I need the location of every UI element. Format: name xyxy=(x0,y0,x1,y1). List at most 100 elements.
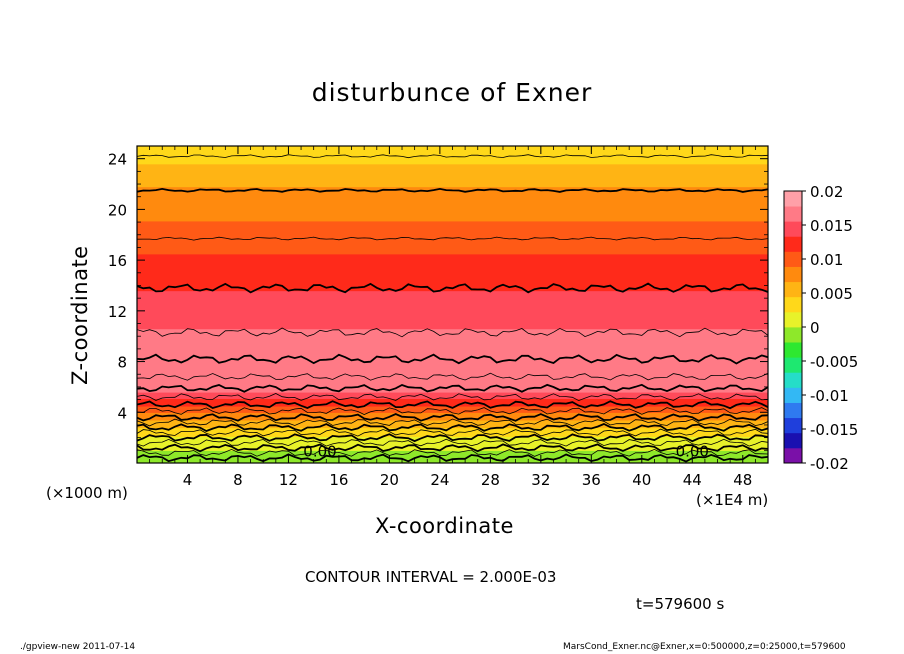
field-band xyxy=(137,456,768,459)
field-band xyxy=(137,418,768,421)
field-band xyxy=(137,296,768,299)
field-band xyxy=(137,398,768,401)
field-band xyxy=(137,167,768,170)
contour-line xyxy=(137,327,768,338)
field-band xyxy=(137,337,768,340)
field-band xyxy=(137,166,768,169)
field-band xyxy=(137,365,768,368)
field-band xyxy=(137,305,768,308)
field-band xyxy=(137,400,768,403)
field-band xyxy=(137,223,768,226)
colorbar: 0.02 0.015 0.01 0.005 0 -0.005 -0.01 -0.015 -0.0… xyxy=(783,183,858,473)
colorbar-swatch xyxy=(784,191,802,207)
field-band xyxy=(137,437,768,440)
field-band xyxy=(137,224,768,227)
x-tick-label: 32 xyxy=(531,471,550,489)
field-band xyxy=(137,319,768,322)
field-band xyxy=(137,261,768,264)
field-band xyxy=(137,356,768,359)
field-band xyxy=(137,215,768,218)
field-band xyxy=(137,197,768,200)
field-band xyxy=(137,177,768,180)
field-band xyxy=(137,220,768,223)
field-band xyxy=(137,452,768,455)
field-band xyxy=(137,293,768,295)
field-band xyxy=(137,157,768,160)
contour-interval-label: CONTOUR INTERVAL = 2.000E-03 xyxy=(305,568,557,586)
field-band xyxy=(137,360,768,363)
field-band xyxy=(137,432,768,435)
field-band xyxy=(137,291,768,294)
contour-line xyxy=(137,423,768,432)
colorbar-tick-label: 0 xyxy=(810,319,820,337)
field-band xyxy=(137,447,768,450)
field-band xyxy=(137,403,768,406)
field-band xyxy=(137,180,768,183)
x-unit-label: (×1000 m) xyxy=(46,484,128,502)
field-band xyxy=(137,249,768,252)
field-band xyxy=(137,219,768,222)
field-band xyxy=(137,218,768,221)
field-band xyxy=(137,182,768,185)
field-band xyxy=(137,284,768,287)
field-band xyxy=(137,239,768,242)
field-band xyxy=(137,210,768,213)
field-band xyxy=(137,348,768,351)
field-band xyxy=(137,304,768,307)
footer-file-label: MarsCond_Exner.nc@Exner,x=0:500000,z=0:2… xyxy=(563,642,846,652)
field-band xyxy=(137,258,768,261)
contour-value-label: 0.00 xyxy=(676,443,709,461)
colorbar-swatch xyxy=(784,311,802,328)
field-band xyxy=(137,154,768,157)
field-band xyxy=(137,307,768,309)
colorbar-tick-label: 0.02 xyxy=(810,183,843,201)
field-band xyxy=(137,211,768,214)
colorbar-swatch xyxy=(784,432,802,449)
field-band xyxy=(137,170,768,172)
field-band xyxy=(137,378,768,380)
colorbar-swatch xyxy=(784,206,802,222)
colorbar-tick-label: 0.015 xyxy=(810,217,853,235)
field-band xyxy=(137,411,768,413)
field-band xyxy=(137,281,768,284)
field-band xyxy=(137,275,768,278)
contour-line xyxy=(137,413,768,422)
field-band xyxy=(137,336,768,339)
contour-line xyxy=(137,282,768,294)
field-band xyxy=(137,268,768,271)
field-band xyxy=(137,303,768,306)
colorbar-tick-label: -0.01 xyxy=(810,387,849,405)
field-band xyxy=(137,178,768,181)
field-band xyxy=(137,248,768,251)
field-band xyxy=(137,362,768,365)
field-band xyxy=(137,413,768,416)
field-band xyxy=(137,163,768,166)
field-band xyxy=(137,298,768,301)
colorbar-tick-label: 0.005 xyxy=(810,285,853,303)
field-band xyxy=(137,251,768,254)
field-band xyxy=(137,204,768,207)
colorbar-tick-label: 0.01 xyxy=(810,251,843,269)
field-band xyxy=(137,262,768,265)
x-tick-label: 36 xyxy=(582,471,601,489)
field-band xyxy=(137,300,768,303)
field-band xyxy=(137,369,768,372)
field-band xyxy=(137,172,768,175)
chart-title: disturbunce of Exner xyxy=(311,78,593,107)
field-band xyxy=(137,201,768,204)
field-band xyxy=(137,320,768,323)
field-band xyxy=(137,361,768,364)
field-band xyxy=(137,153,768,156)
field-band xyxy=(137,205,768,208)
field-band xyxy=(137,312,768,314)
field-band xyxy=(137,357,768,360)
field-band xyxy=(137,386,768,389)
field-band xyxy=(137,455,768,458)
field-band xyxy=(137,381,768,384)
field-band xyxy=(137,423,768,426)
field-band xyxy=(137,399,768,402)
field-band xyxy=(137,277,768,280)
contour-line xyxy=(137,428,768,437)
field-band xyxy=(137,326,768,328)
field-band xyxy=(137,156,768,159)
